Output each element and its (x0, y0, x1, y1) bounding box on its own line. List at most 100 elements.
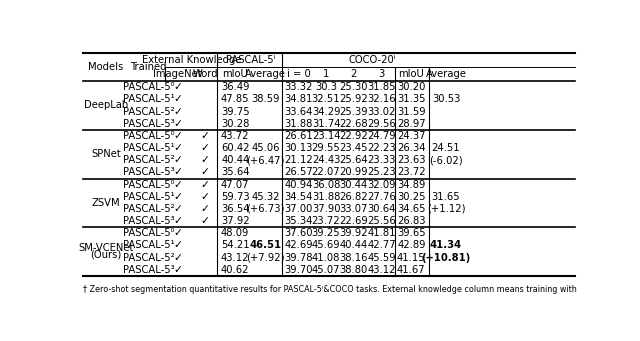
Text: ✓: ✓ (173, 143, 182, 153)
Text: Models: Models (88, 62, 124, 72)
Text: ✓: ✓ (173, 119, 182, 129)
Text: External Knowledge: External Knowledge (141, 55, 241, 65)
Text: ✓: ✓ (173, 131, 182, 141)
Text: 43.12: 43.12 (221, 253, 250, 263)
Text: 34.29: 34.29 (312, 106, 340, 117)
Text: 38.16: 38.16 (340, 253, 368, 263)
Text: mIoU: mIoU (222, 69, 248, 79)
Text: 39.25: 39.25 (312, 228, 340, 238)
Text: 42.69: 42.69 (284, 240, 313, 251)
Text: 33.07: 33.07 (340, 204, 368, 214)
Text: 21.12: 21.12 (284, 155, 313, 165)
Text: 42.89: 42.89 (397, 240, 426, 251)
Text: 40.94: 40.94 (285, 180, 313, 190)
Text: (Ours): (Ours) (90, 250, 122, 260)
Text: PASCAL-5²: PASCAL-5² (123, 253, 174, 263)
Text: 30.44: 30.44 (340, 180, 368, 190)
Text: ✓: ✓ (200, 143, 209, 153)
Text: 30.53: 30.53 (432, 94, 460, 104)
Text: ✓: ✓ (173, 155, 182, 165)
Text: 20.99: 20.99 (339, 167, 368, 177)
Text: 22.07: 22.07 (312, 167, 340, 177)
Text: 41.81: 41.81 (367, 228, 396, 238)
Text: ✓: ✓ (173, 180, 182, 190)
Text: 22.23: 22.23 (367, 143, 396, 153)
Text: 33.64: 33.64 (285, 106, 313, 117)
Text: 23.72: 23.72 (312, 216, 340, 226)
Text: ✓: ✓ (200, 192, 209, 202)
Text: 29.56: 29.56 (367, 119, 396, 129)
Text: 30.13: 30.13 (285, 143, 313, 153)
Text: ✓: ✓ (173, 240, 182, 251)
Text: PASCAL-5⁰: PASCAL-5⁰ (123, 180, 174, 190)
Text: 27.76: 27.76 (367, 192, 396, 202)
Text: 34.54: 34.54 (285, 192, 313, 202)
Text: 31.59: 31.59 (397, 106, 426, 117)
Text: 41.67: 41.67 (397, 265, 426, 275)
Text: 25.92: 25.92 (339, 94, 368, 104)
Text: ImageNet: ImageNet (154, 69, 202, 79)
Text: (+6.73): (+6.73) (246, 204, 285, 214)
Text: 54.21: 54.21 (221, 240, 250, 251)
Text: ✓: ✓ (200, 216, 209, 226)
Text: PASCAL-5⁰: PASCAL-5⁰ (123, 82, 174, 92)
Text: 32.16: 32.16 (367, 94, 396, 104)
Text: 2: 2 (351, 69, 357, 79)
Text: 23.14: 23.14 (312, 131, 340, 141)
Text: 24.43: 24.43 (312, 155, 340, 165)
Text: 26.57: 26.57 (284, 167, 313, 177)
Text: PASCAL-5²: PASCAL-5² (123, 204, 174, 214)
Text: 35.64: 35.64 (221, 167, 250, 177)
Text: PASCAL-5²: PASCAL-5² (123, 106, 174, 117)
Text: 41.08: 41.08 (312, 253, 340, 263)
Text: 23.33: 23.33 (367, 155, 396, 165)
Text: ✓: ✓ (173, 204, 182, 214)
Text: PASCAL-5⁰: PASCAL-5⁰ (123, 131, 174, 141)
Text: 24.51: 24.51 (432, 143, 460, 153)
Text: SPNet: SPNet (91, 149, 121, 159)
Text: 48.09: 48.09 (221, 228, 250, 238)
Text: 39.75: 39.75 (221, 106, 250, 117)
Text: PASCAL-5³: PASCAL-5³ (123, 119, 174, 129)
Text: 31.85: 31.85 (367, 82, 396, 92)
Text: 47.85: 47.85 (221, 94, 250, 104)
Text: 59.73: 59.73 (221, 192, 250, 202)
Text: 31.65: 31.65 (432, 192, 460, 202)
Text: 34.81: 34.81 (285, 94, 313, 104)
Text: PASCAL-5¹: PASCAL-5¹ (123, 240, 174, 251)
Text: PASCAL-5¹: PASCAL-5¹ (123, 94, 174, 104)
Text: ✓: ✓ (173, 82, 182, 92)
Text: 31.35: 31.35 (397, 94, 426, 104)
Text: 25.56: 25.56 (367, 216, 396, 226)
Text: ✓: ✓ (200, 180, 209, 190)
Text: 40.44: 40.44 (221, 155, 250, 165)
Text: ✓: ✓ (173, 106, 182, 117)
Text: 38.59: 38.59 (252, 94, 280, 104)
Text: 39.65: 39.65 (397, 228, 426, 238)
Text: 30.3: 30.3 (315, 82, 337, 92)
Text: 40.62: 40.62 (221, 265, 250, 275)
Text: mIoU: mIoU (398, 69, 424, 79)
Text: COCO-20ᴵ: COCO-20ᴵ (349, 55, 396, 65)
Text: PASCAL-5²: PASCAL-5² (123, 155, 174, 165)
Text: 22.68: 22.68 (339, 119, 368, 129)
Text: 25.23: 25.23 (367, 167, 396, 177)
Text: Word: Word (192, 69, 218, 79)
Text: 36.54: 36.54 (221, 204, 250, 214)
Text: 38.80: 38.80 (340, 265, 368, 275)
Text: 34.65: 34.65 (397, 204, 426, 214)
Text: PASCAL-5ᴵ: PASCAL-5ᴵ (226, 55, 275, 65)
Text: ✓: ✓ (200, 131, 209, 141)
Text: 30.64: 30.64 (367, 204, 396, 214)
Text: i = 0: i = 0 (287, 69, 310, 79)
Text: ✓: ✓ (173, 94, 182, 104)
Text: Average: Average (245, 69, 286, 79)
Text: 22.92: 22.92 (339, 131, 368, 141)
Text: 31.88: 31.88 (312, 192, 340, 202)
Text: 24.37: 24.37 (397, 131, 426, 141)
Text: 45.06: 45.06 (252, 143, 280, 153)
Text: 37.90: 37.90 (312, 204, 340, 214)
Text: 47.07: 47.07 (221, 180, 250, 190)
Text: (+7.92): (+7.92) (246, 253, 285, 263)
Text: ✓: ✓ (173, 228, 182, 238)
